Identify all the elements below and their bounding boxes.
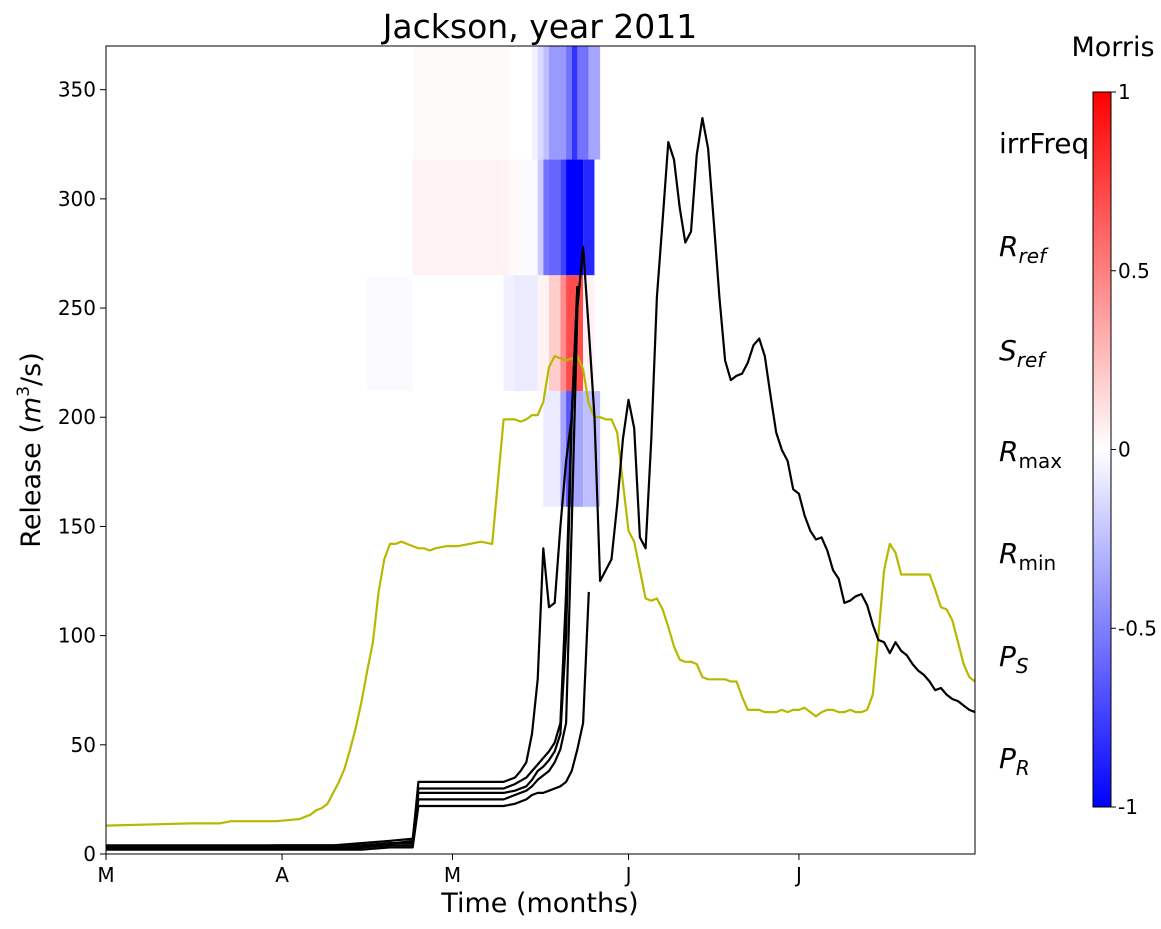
heatmap-cell — [566, 159, 584, 276]
y-tick-label: 250 — [58, 296, 96, 320]
heatmap-cell — [503, 275, 515, 392]
heatmap-cell — [537, 46, 544, 160]
colorbar-tick-label: 0 — [1118, 438, 1131, 462]
heatmap-cell — [509, 159, 521, 276]
heatmap-cell — [560, 275, 567, 392]
series-line — [106, 355, 975, 827]
plot-frame — [105, 45, 976, 855]
heatmap-cell — [412, 275, 504, 392]
heatmap-cell — [520, 159, 538, 276]
colorbar-ticks: 1 0.5 0 -0.5 -1 — [1111, 80, 1157, 819]
y-axis-label: Release (m3/s) — [14, 352, 47, 547]
x-tick-label: M — [444, 863, 461, 887]
heatmap-cell — [531, 46, 538, 160]
y-tick-label: 200 — [58, 405, 96, 429]
y-tick-label: 100 — [58, 624, 96, 648]
x-tick-label: M — [97, 863, 114, 887]
heatmap-cell — [571, 391, 584, 507]
heatmap-cell — [549, 275, 561, 392]
series-line — [106, 286, 579, 849]
param-label: irrFreq — [999, 127, 1089, 160]
colorbar — [1092, 91, 1112, 808]
y-axis-label-unit: m — [16, 397, 47, 423]
y-axis-label-exponent: 3 — [14, 386, 34, 397]
heatmap-cell — [509, 46, 532, 160]
x-tick-label: J — [794, 863, 802, 887]
series-line — [106, 591, 590, 851]
y-axis-label-tail: /s) — [16, 352, 47, 386]
heatmap-cell — [583, 159, 595, 276]
param-label: PS — [999, 640, 1029, 678]
heatmap-cell — [549, 159, 561, 276]
heatmap-cell — [577, 46, 589, 160]
heatmap-cell — [537, 275, 550, 392]
heatmap-cell — [560, 391, 567, 507]
heatmap-cell — [543, 46, 550, 160]
x-tick-label: A — [275, 863, 289, 887]
heatmap-cell — [588, 46, 601, 160]
parameter-labels: irrFreq Rref Sref Rmax Rmin PS PR — [999, 127, 1089, 780]
y-tick-label: 50 — [71, 733, 96, 757]
series-layer — [106, 116, 975, 851]
param-label: Rref — [999, 230, 1049, 268]
param-label: Rmax — [999, 435, 1062, 473]
heatmap-cell — [367, 275, 413, 392]
heatmap-cell — [537, 159, 544, 276]
heatmap-cell — [549, 46, 567, 160]
param-label: PR — [999, 742, 1030, 780]
colorbar-title: Morris — [1071, 32, 1154, 63]
colorbar-tick-label: 1 — [1118, 80, 1131, 104]
colorbar-tick-label: -1 — [1118, 795, 1138, 819]
x-tick-label: J — [624, 863, 632, 887]
heatmap-cell — [543, 159, 550, 276]
x-axis-label: Time (months) — [440, 888, 638, 919]
colorbar-tick-label: -0.5 — [1118, 616, 1157, 640]
colorbar-tick-label: 0.5 — [1118, 259, 1150, 283]
y-tick-label: 150 — [58, 514, 96, 538]
series-line — [106, 116, 975, 849]
y-tick-label: 0 — [83, 842, 96, 866]
y-tick-label: 300 — [58, 187, 96, 211]
heatmap-cell — [412, 46, 510, 160]
heatmap-cell — [571, 46, 578, 160]
chart-title: Jackson, year 2011 — [381, 7, 698, 46]
heatmap-cell — [412, 159, 510, 276]
heatmap-cell — [514, 275, 538, 392]
heatmap-cell — [566, 46, 572, 160]
y-tick-label: 350 — [58, 78, 96, 102]
heatmap-cell — [543, 391, 561, 507]
heatmap-cell — [560, 159, 567, 276]
y-axis: 0 50 100 150 200 250 300 350 — [58, 78, 106, 866]
param-label: Sref — [999, 334, 1047, 372]
heatmap-layer — [367, 46, 601, 507]
param-label: Rmin — [999, 537, 1056, 575]
heatmap-cell — [566, 391, 572, 507]
y-axis-label-main: Release ( — [16, 423, 47, 548]
